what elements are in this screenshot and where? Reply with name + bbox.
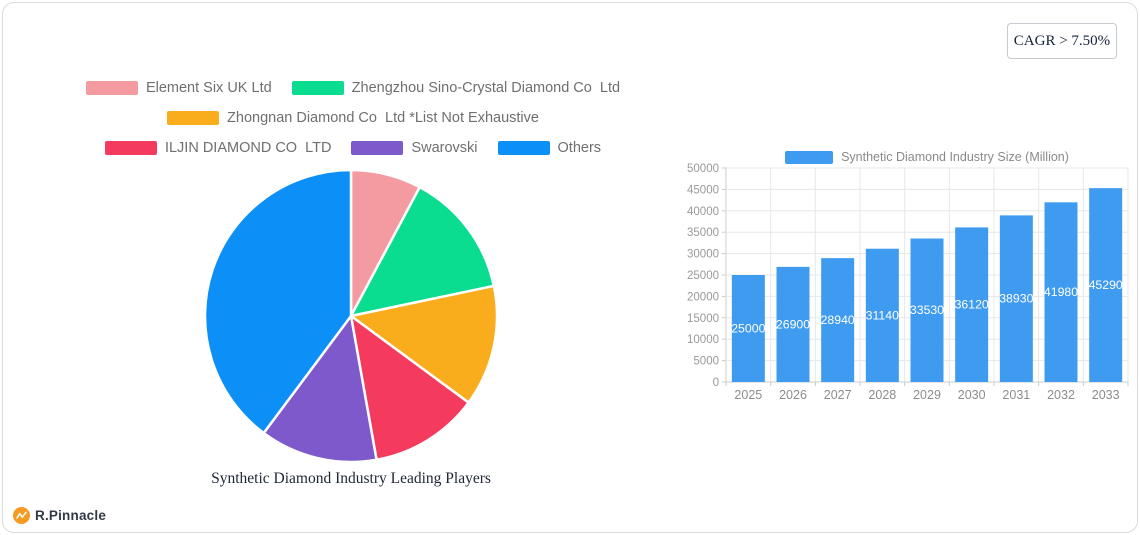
legend-label: Swarovski <box>411 140 478 156</box>
bar-value-label: 38930 <box>999 292 1033 306</box>
y-axis-label: 40000 <box>687 206 719 218</box>
legend-label: ILJIN DIAMOND CO LTD <box>164 140 332 156</box>
bar-2033[interactable] <box>1089 188 1123 382</box>
pie-chart-title: Synthetic Diamond Industry Leading Playe… <box>211 470 491 487</box>
bar-value-label: 41980 <box>1044 285 1078 299</box>
bar-value-label: 36120 <box>955 298 989 312</box>
legend-row: ILJIN DIAMOND CO LTD Swarovski Others <box>21 138 685 158</box>
legend-label: Others <box>557 140 602 156</box>
legend-swatch <box>291 81 344 95</box>
x-axis-label: 2025 <box>734 388 762 402</box>
y-axis-label: 50000 <box>687 163 719 175</box>
y-axis-label: 20000 <box>687 291 719 303</box>
bar-chart-svg: 0 5000 10000 15000 20000 25000 30000 35000 40000… <box>687 163 1129 402</box>
pie-chart <box>203 168 499 464</box>
bar-2032[interactable] <box>1044 202 1078 382</box>
x-axis-label: 2026 <box>779 388 807 402</box>
bar-chart-section: Synthetic Diamond Industry Size (Million… <box>683 146 1135 408</box>
bar-value-label: 26900 <box>776 317 810 331</box>
y-axis-label: 30000 <box>687 249 719 261</box>
x-axis-label: 2029 <box>913 388 941 402</box>
bar-value-label: 45290 <box>1089 278 1123 292</box>
legend-swatch <box>85 81 138 95</box>
legend-label: Zhengzhou Sino-Crystal Diamond Co Ltd <box>351 80 621 96</box>
y-axis-label: 0 <box>713 377 719 389</box>
legend-item[interactable]: Zhongnan Diamond Co Ltd *List Not Exhaus… <box>167 108 539 128</box>
x-axis-label: 2032 <box>1047 388 1075 402</box>
bar-2027[interactable] <box>821 258 855 382</box>
x-axis-label: 2027 <box>824 388 852 402</box>
pie-slice-4[interactable] <box>262 314 378 464</box>
bar-legend-swatch <box>785 150 834 164</box>
brand-logo: R.Pinnacle <box>13 507 106 524</box>
legend-swatch <box>351 141 404 155</box>
pie-slice-3[interactable] <box>349 314 470 461</box>
y-axis-label: 5000 <box>693 356 719 368</box>
y-axis-label: 25000 <box>687 270 719 282</box>
mountain-pulse-icon <box>13 507 30 524</box>
legend-swatch <box>104 141 157 155</box>
pie-slice-2[interactable] <box>349 284 499 404</box>
pie-slice-1[interactable] <box>349 185 496 318</box>
legend-item[interactable]: Element Six UK Ltd <box>85 78 272 98</box>
pie-legend: Element Six UK Ltd Zhengzhou Sino-Crystal… <box>21 78 685 158</box>
y-axis-label: 10000 <box>687 334 719 346</box>
pie-svg <box>203 168 499 464</box>
bar-2030[interactable] <box>955 227 989 382</box>
legend-item[interactable]: Zhengzhou Sino-Crystal Diamond Co Ltd <box>291 78 621 98</box>
y-axis-label: 35000 <box>687 227 719 239</box>
y-axis-label: 15000 <box>687 313 719 325</box>
bar-2025[interactable] <box>731 275 765 382</box>
legend-item[interactable]: Others <box>497 138 602 158</box>
legend-swatch <box>497 141 550 155</box>
x-axis-label: 2028 <box>868 388 896 402</box>
bar-2031[interactable] <box>999 215 1033 382</box>
y-axis-label: 45000 <box>687 184 719 196</box>
legend-row: Element Six UK Ltd Zhengzhou Sino-Crystal… <box>21 78 685 98</box>
legend-swatch <box>167 111 220 125</box>
legend-item[interactable]: ILJIN DIAMOND CO LTD <box>104 138 332 158</box>
legend-label: Element Six UK Ltd <box>145 80 272 96</box>
x-axis-label: 2031 <box>1002 388 1030 402</box>
legend-item[interactable]: Swarovski <box>351 138 478 158</box>
bar-legend-item[interactable]: Synthetic Diamond Industry Size (Million… <box>726 150 1128 164</box>
legend-label: Zhongnan Diamond Co Ltd *List Not Exhaus… <box>227 110 539 126</box>
bar-value-label: 28940 <box>821 313 855 327</box>
bar-2028[interactable] <box>865 248 899 382</box>
cagr-badge: CAGR > 7.50% <box>1007 23 1117 59</box>
x-axis-label: 2033 <box>1092 388 1120 402</box>
pie-slice-5[interactable] <box>203 168 353 435</box>
legend-row: Zhongnan Diamond Co Ltd *List Not Exhaus… <box>21 108 685 128</box>
bar-2029[interactable] <box>910 238 944 382</box>
bar-value-label: 25000 <box>731 322 765 336</box>
brand-name: R.Pinnacle <box>35 508 107 523</box>
bar-value-label: 31140 <box>866 308 899 322</box>
x-axis-label: 2030 <box>958 388 986 402</box>
bar-legend-label: Synthetic Diamond Industry Size (Million… <box>841 150 1069 164</box>
bar-value-label: 33530 <box>910 303 944 317</box>
bar-2026[interactable] <box>776 266 810 382</box>
